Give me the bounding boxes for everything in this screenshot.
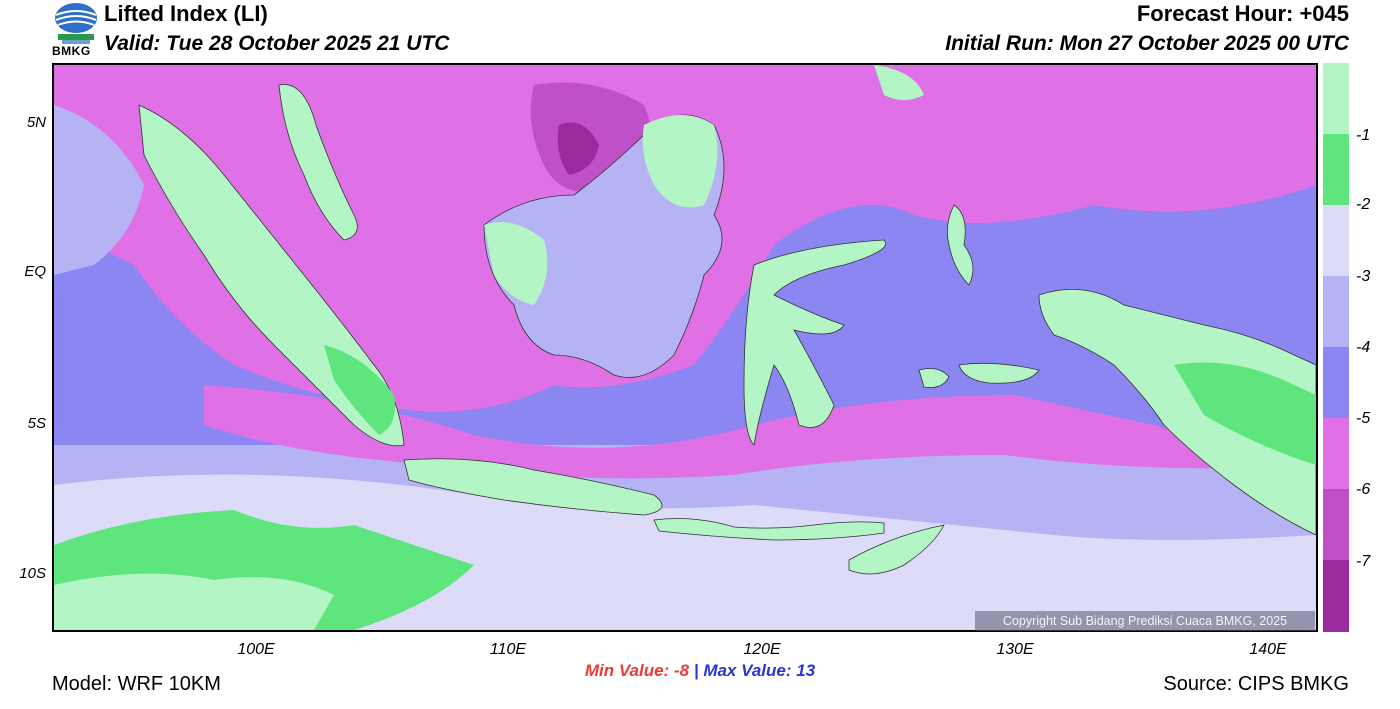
borneo-green-north — [642, 115, 718, 208]
halmahera — [946, 204, 974, 286]
legend-swatch — [1323, 63, 1349, 134]
legend-swatch — [1323, 347, 1349, 418]
south-green-light — [54, 573, 334, 630]
max-value: 13 — [796, 661, 816, 680]
min-value: -8 — [673, 661, 690, 680]
initial-run: Initial Run: Mon 27 October 2025 00 UTC — [945, 32, 1349, 55]
legend-label: -6 — [1356, 481, 1371, 498]
timor — [848, 524, 945, 575]
legend-swatch — [1323, 489, 1349, 560]
java — [403, 458, 663, 516]
legend-swatch — [1323, 276, 1349, 347]
lat-label-eq: EQ — [24, 263, 46, 280]
min-max-values: Min Value: -8 | Max Value: 13 — [0, 661, 1400, 681]
legend-swatch — [1323, 418, 1349, 489]
west-blue-patch — [54, 105, 144, 275]
lifted-index-map — [52, 63, 1318, 632]
min-label: Min Value: — [584, 661, 670, 680]
max-label: Max Value: — [703, 661, 792, 680]
papua — [1038, 289, 1316, 536]
legend-label: -4 — [1356, 339, 1371, 356]
lat-label-5s: 5S — [27, 415, 46, 432]
legend-label: -5 — [1356, 410, 1371, 427]
copyright-notice: Copyright Sub Bidang Prediksi Cuaca BMKG… — [975, 611, 1315, 631]
lat-label-10s: 10S — [19, 565, 46, 582]
malay-peninsula — [278, 84, 358, 241]
chart-title: Lifted Index (LI) — [104, 1, 268, 26]
legend-label: -7 — [1356, 553, 1371, 570]
lon-label-100e: 100E — [237, 641, 275, 658]
model-label: Model: WRF 10KM — [52, 673, 221, 695]
borneo-green-west — [484, 222, 548, 305]
legend-label: -3 — [1356, 268, 1371, 285]
bmkg-logo: BMKG — [52, 2, 100, 60]
legend-label: -1 — [1356, 127, 1371, 144]
lon-label-110e: 110E — [489, 641, 527, 658]
sumatra-green — [324, 345, 395, 435]
north-green-blob — [874, 65, 924, 100]
lon-label-140e: 140E — [1249, 641, 1287, 658]
sulawesi — [743, 239, 886, 446]
seram — [958, 362, 1040, 384]
min-max-separator: | — [693, 661, 699, 680]
nusa-tenggara — [653, 518, 885, 541]
lat-label-5n: 5N — [26, 114, 46, 131]
source-label: Source: CIPS BMKG — [1163, 673, 1349, 695]
valid-time: Valid: Tue 28 October 2025 21 UTC — [104, 32, 450, 55]
central-magenta-field — [204, 385, 1316, 479]
lon-label-120e: 120E — [743, 641, 781, 658]
legend-swatch — [1323, 134, 1349, 205]
logo-text: BMKG — [52, 44, 91, 58]
legend-colorbar — [1323, 63, 1349, 632]
legend-label: -2 — [1356, 196, 1371, 213]
north-purple-dark — [557, 122, 599, 175]
papua-green — [1174, 362, 1316, 465]
buru — [918, 368, 950, 388]
lon-label-130e: 130E — [996, 641, 1034, 658]
forecast-hour: Forecast Hour: +045 — [1136, 1, 1349, 26]
legend-swatch — [1323, 560, 1349, 632]
legend-swatch — [1323, 205, 1349, 276]
